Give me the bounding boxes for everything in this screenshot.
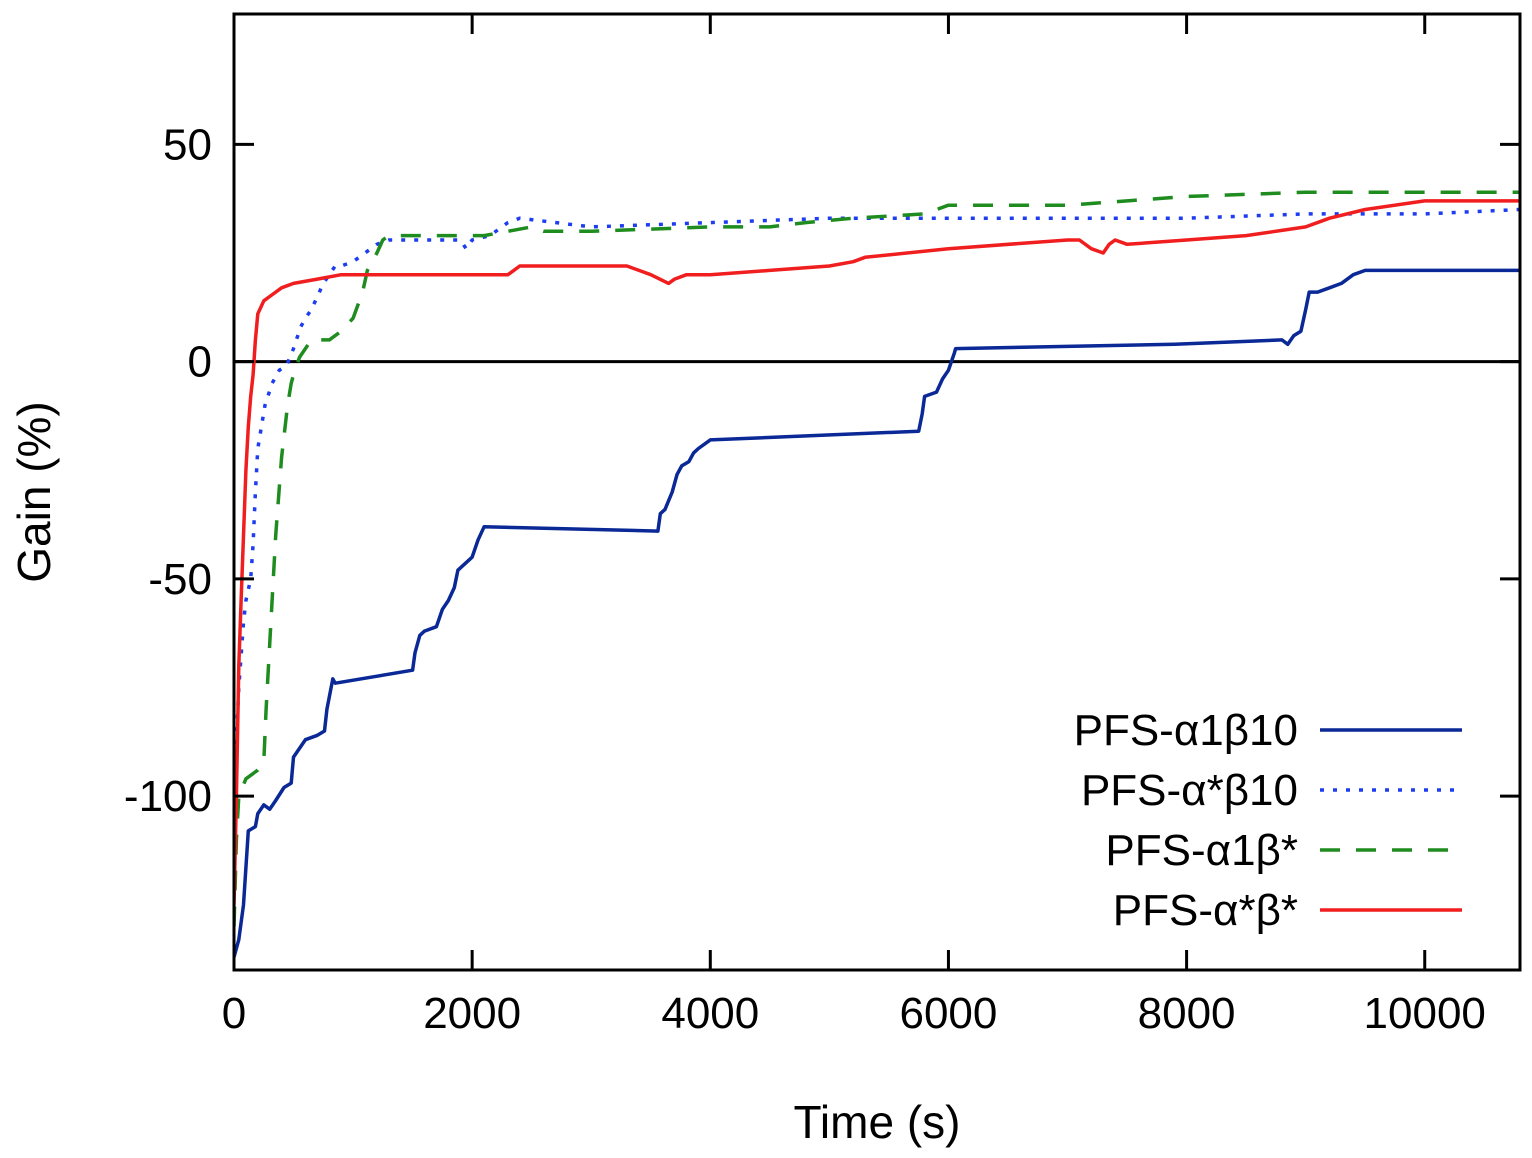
x-tick-label: 6000: [899, 989, 997, 1038]
legend-label: PFS-α*β*: [1113, 886, 1298, 935]
y-tick-label: -100: [124, 772, 212, 821]
tick-layer: 0 2000 4000 6000 8000 10000 -100 -50 0 50: [124, 14, 1520, 1038]
series-line-3: [234, 190, 1520, 927]
legend: PFS-α1β10 PFS-α*β10 PFS-α1β* PFS-α*β*: [1074, 706, 1462, 935]
x-tick-label: 8000: [1138, 989, 1236, 1038]
series-line-4: [234, 199, 1520, 905]
legend-label: PFS-α*β10: [1081, 766, 1298, 815]
series-line-2: [234, 207, 1520, 797]
x-axis-title: Time (s): [794, 1096, 961, 1148]
x-tick-label: 2000: [423, 989, 521, 1038]
y-tick-label: 0: [188, 338, 212, 387]
legend-label: PFS-α1β*: [1105, 826, 1298, 875]
y-tick-label: -50: [148, 555, 212, 604]
y-axis-title: Gain (%): [8, 401, 60, 582]
series-line-1: [234, 268, 1520, 958]
series-layer: [234, 190, 1520, 958]
x-tick-label: 0: [222, 989, 246, 1038]
y-tick-label: 50: [163, 120, 212, 169]
x-tick-label: 4000: [661, 989, 759, 1038]
plot-frame: [232, 12, 1522, 972]
legend-label: PFS-α1β10: [1074, 706, 1298, 755]
x-tick-label: 10000: [1364, 989, 1486, 1038]
